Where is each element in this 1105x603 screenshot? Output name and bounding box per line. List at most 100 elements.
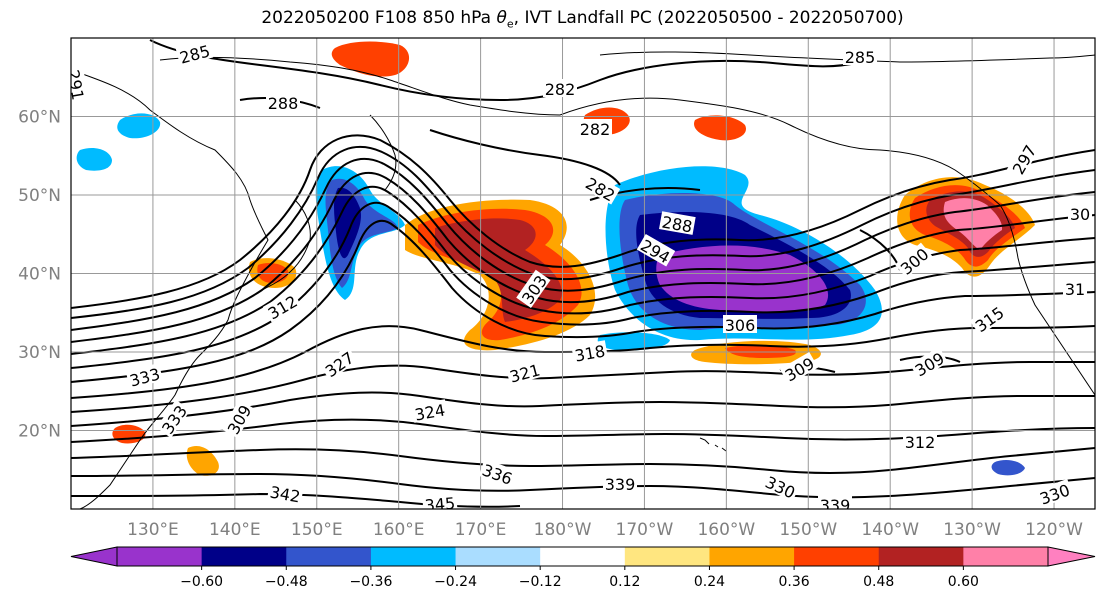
contour-label-text: 345 bbox=[424, 494, 456, 516]
contour-label-text: 282 bbox=[580, 120, 611, 139]
contour-label: 30 bbox=[1068, 204, 1092, 224]
map-frame bbox=[70, 37, 1096, 510]
contour-label-text: 339 bbox=[820, 496, 851, 515]
contour-label: 31 bbox=[1063, 279, 1087, 299]
contour-label-bg bbox=[578, 119, 612, 137]
lon-tick-label: 140°E bbox=[209, 520, 261, 540]
coast-northamerica bbox=[999, 204, 1095, 396]
colorbar-extend-low bbox=[70, 546, 118, 567]
contour-label-bg bbox=[1063, 279, 1087, 297]
colorbar-segment bbox=[709, 547, 795, 566]
contour-label: 306 bbox=[723, 315, 757, 335]
contour-label: 342 bbox=[267, 481, 304, 507]
contour-label: 285 bbox=[843, 47, 877, 67]
colorbar: −0.60 −0.48 −0.36 −0.24 −0.12 0.12 0.24 0.36 0.4… bbox=[70, 546, 1096, 590]
contour-label-text: 285 bbox=[845, 48, 876, 67]
contour-label-text: 288 bbox=[268, 94, 299, 113]
contour-label-bg bbox=[478, 458, 517, 488]
title-theta-subscript: e bbox=[506, 17, 514, 31]
contour-line bbox=[71, 391, 1095, 427]
colorbar-extend-high bbox=[1047, 546, 1096, 567]
contour-label-bg bbox=[581, 171, 621, 205]
colorbar-tick-label: −0.24 bbox=[434, 574, 477, 590]
lat-tick-label: 40°N bbox=[18, 265, 61, 285]
lat-tick-label: 60°N bbox=[18, 108, 61, 128]
lat-tick-label: 20°N bbox=[18, 422, 61, 442]
colorbar-tick-label: 0.36 bbox=[779, 574, 810, 590]
lon-tick-label: 140°W bbox=[861, 520, 919, 540]
shade-neg-mid bbox=[597, 332, 670, 351]
contour-label-bg bbox=[156, 399, 191, 438]
contour-label-bg bbox=[659, 211, 696, 235]
contour-label-bg bbox=[422, 492, 458, 509]
colorbar-segment bbox=[455, 547, 541, 566]
contour-label: 288 bbox=[266, 93, 300, 113]
contour-label-bg bbox=[571, 340, 608, 364]
lon-tick-label: 170°W bbox=[616, 520, 674, 540]
colorbar-segment bbox=[201, 547, 287, 566]
shade-neg-china bbox=[76, 148, 112, 171]
contour-line bbox=[71, 146, 1095, 319]
contour-label-bg bbox=[818, 495, 852, 509]
colorbar-segment bbox=[540, 547, 626, 566]
lon-tick-label: 150°E bbox=[291, 520, 343, 540]
title-prefix: 2022050200 F108 850 hPa bbox=[261, 8, 497, 28]
colorbar-tick-label: −0.12 bbox=[519, 574, 562, 590]
contour-label-text: 31 bbox=[1065, 280, 1085, 299]
contour-label-text: 291 bbox=[63, 68, 87, 101]
coast-hawaii bbox=[699, 437, 727, 452]
contour-label-text: 30 bbox=[1070, 205, 1090, 224]
contour-label-bg bbox=[903, 432, 937, 450]
contour-label-bg bbox=[843, 47, 877, 65]
lon-tick-label: 180°W bbox=[534, 520, 592, 540]
contour-label-bg bbox=[262, 289, 302, 323]
contour-label: 285 bbox=[175, 39, 214, 68]
colorbar-tick-label: 0.12 bbox=[609, 574, 640, 590]
colorbar-segment bbox=[794, 547, 880, 566]
lon-tick-label: 170°E bbox=[455, 520, 507, 540]
shade-pos-arctic-1 bbox=[331, 41, 410, 77]
contour-label-text: 312 bbox=[905, 433, 936, 452]
colorbar-tick-label: 0.60 bbox=[948, 574, 979, 590]
contour-label: 282 bbox=[578, 119, 612, 139]
contour-label-bg bbox=[1068, 204, 1092, 222]
contour-label-bg bbox=[319, 346, 358, 381]
coast-japan bbox=[261, 199, 311, 291]
coast-arctic bbox=[599, 51, 1095, 63]
colorbar-tick-label: −0.48 bbox=[265, 574, 308, 590]
shade-neg-pacific-core bbox=[656, 245, 829, 313]
colorbar-segment bbox=[963, 547, 1049, 566]
contour-label-text: 306 bbox=[725, 316, 756, 335]
contour-label-bg bbox=[1006, 139, 1040, 179]
contour-line bbox=[429, 129, 621, 186]
shade-pos-alaska bbox=[694, 115, 746, 141]
shade-pos-subtropical-inner bbox=[725, 344, 796, 358]
shade-pos-korea-inner bbox=[257, 262, 289, 283]
contour-line bbox=[71, 360, 1095, 413]
lon-tick-label: 120°W bbox=[1025, 520, 1083, 540]
colorbar-tick-label: −0.36 bbox=[349, 574, 392, 590]
contour-label-bg bbox=[894, 242, 933, 279]
colorbar-tick-label: 0.48 bbox=[863, 574, 894, 590]
colorbar-segment bbox=[117, 547, 203, 566]
contour-label-bg bbox=[779, 351, 819, 385]
lon-tick-label: 160°W bbox=[697, 520, 755, 540]
contour-line bbox=[71, 201, 1095, 369]
map-title: 2022050200 F108 850 hPa θe, IVT Landfall… bbox=[0, 8, 1105, 30]
colorbar-tick-label: 0.24 bbox=[694, 574, 725, 590]
colorbar-segment bbox=[878, 547, 964, 566]
lon-tick-label: 150°W bbox=[779, 520, 837, 540]
contour-label: 339 bbox=[818, 495, 852, 515]
contour-label: 282 bbox=[543, 79, 577, 99]
colorbar-tick-label: −0.60 bbox=[180, 574, 223, 590]
contour-label: 318 bbox=[571, 340, 608, 366]
contour-line bbox=[71, 219, 1095, 383]
shade-neg-hawaii-east bbox=[991, 460, 1025, 476]
graticule bbox=[71, 38, 1095, 509]
lon-tick-label: 130°E bbox=[127, 520, 179, 540]
contour-label-bg bbox=[505, 358, 544, 386]
contour-label: 345 bbox=[422, 492, 458, 516]
colorbar-segment bbox=[286, 547, 372, 566]
contour-label-text: 282 bbox=[545, 80, 576, 99]
